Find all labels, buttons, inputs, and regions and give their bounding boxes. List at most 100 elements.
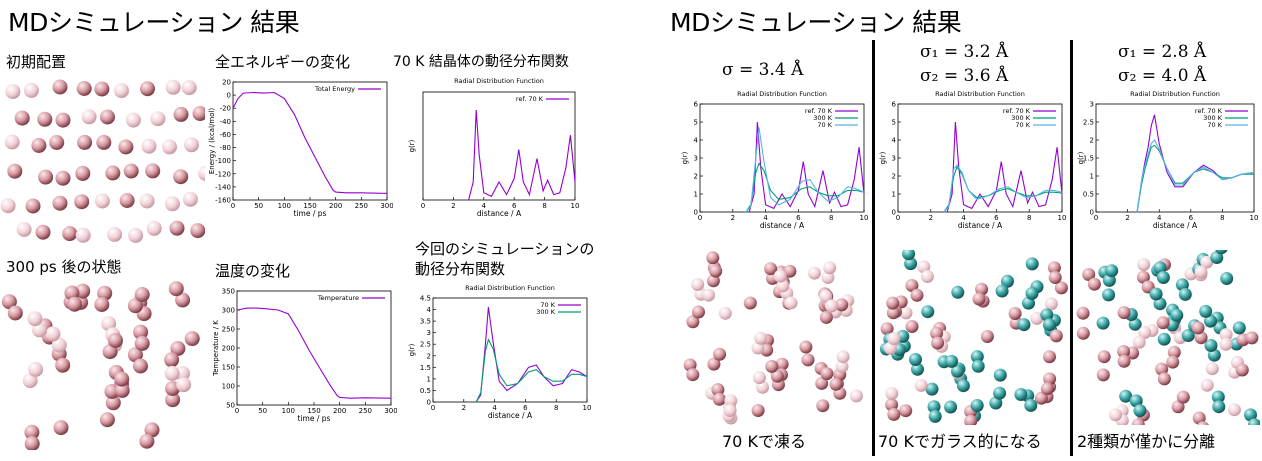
atom [972, 292, 986, 306]
atom [4, 134, 20, 150]
atom [1181, 329, 1195, 342]
atom [94, 297, 110, 312]
atom [55, 357, 71, 373]
x-tick-label: 0 [421, 202, 425, 210]
atom [127, 347, 143, 363]
y-tick-label: -20 [220, 105, 231, 113]
x-tick-label: 2 [462, 404, 466, 412]
atom [99, 412, 115, 428]
atom [162, 139, 177, 155]
atom [706, 251, 720, 265]
y-tick-label: 5 [694, 119, 698, 127]
atom [7, 163, 23, 179]
atom [45, 326, 61, 342]
atom [927, 400, 941, 414]
atom [1025, 257, 1039, 271]
x-tick-label: 8 [1220, 214, 1224, 222]
y-tick-label: 5 [892, 119, 896, 127]
atom [921, 305, 935, 319]
x-tick-label: 250 [359, 407, 372, 415]
y-tick-label: -140 [215, 183, 231, 191]
atom [1194, 265, 1208, 279]
atom [885, 398, 899, 412]
y-tick-label: 300 [222, 307, 235, 315]
atom [1210, 251, 1224, 264]
series-line [1136, 114, 1255, 213]
y-tick-label: 3 [694, 155, 698, 163]
y-tick-label: 0.5 [420, 387, 431, 395]
series-line [1136, 144, 1254, 213]
atom [1137, 258, 1151, 271]
atom [24, 436, 40, 450]
atom [1001, 274, 1014, 288]
x-tick-label: 200 [329, 202, 342, 210]
atom [1, 294, 17, 310]
atom [100, 109, 115, 125]
y-tick-label: -160 [215, 197, 231, 205]
atom [993, 368, 1007, 382]
x-axis-label: distance / A [1153, 221, 1198, 230]
atom [1149, 287, 1163, 301]
y-tick-label: 3.5 [420, 318, 431, 326]
x-tick-label: 0 [235, 407, 239, 415]
atom [1128, 317, 1142, 331]
atom [52, 79, 68, 95]
atom [146, 220, 162, 236]
atom [181, 80, 197, 96]
atom [1082, 268, 1096, 281]
atom [1205, 362, 1219, 376]
atom [169, 220, 185, 236]
atom [165, 196, 180, 212]
atom [807, 266, 821, 280]
x-tick-label: 0 [698, 214, 702, 222]
y-tick-label: 1 [1090, 173, 1094, 181]
atom [686, 315, 700, 329]
atom [145, 163, 161, 179]
x-tick-label: 100 [278, 202, 291, 210]
atom [849, 389, 863, 403]
atom [1131, 418, 1145, 425]
atom [1030, 311, 1044, 325]
atom [108, 332, 123, 348]
atom [1194, 331, 1208, 345]
atom [164, 365, 180, 381]
sigma1-label-b: σ₁ = 3.2 Å [920, 42, 1009, 62]
atom [1049, 329, 1063, 343]
y-tick-label: 250 [222, 326, 235, 334]
atom [1232, 321, 1246, 335]
legend-label: 300 K [813, 114, 832, 122]
atom [114, 83, 129, 99]
atom [835, 360, 849, 373]
atom [836, 350, 850, 364]
atom [114, 371, 130, 387]
x-tick-label: 10 [1250, 214, 1259, 222]
atom [134, 287, 150, 302]
atom [754, 331, 768, 345]
legend-label: 70 K [1015, 121, 1030, 129]
y-tick-label: 1.5 [1083, 155, 1094, 163]
atom [1043, 372, 1057, 386]
legend-label: ref. 70 K [1195, 107, 1223, 115]
x-tick-label: 8 [1027, 214, 1031, 222]
legend-label: Total Energy [314, 85, 355, 93]
atom [905, 279, 919, 292]
atom [904, 257, 918, 271]
atom [22, 373, 38, 389]
atom [1156, 271, 1170, 284]
y-tick-label: 350 [222, 288, 235, 296]
y-axis-label: g(r) [879, 151, 887, 164]
atom [1048, 271, 1062, 284]
atom [724, 394, 738, 408]
y-tick-label: 0 [227, 92, 231, 100]
chart-title: Radial Distribution Function [1130, 90, 1220, 98]
sigma-label-a: σ = 3.4 Å [722, 60, 804, 80]
atom [1204, 314, 1217, 328]
atom [799, 340, 813, 354]
atom [165, 79, 181, 95]
x-tick-label: 0 [1094, 214, 1098, 222]
atom [1096, 316, 1110, 330]
atom [53, 420, 69, 436]
atom [1119, 389, 1133, 403]
atom [820, 367, 834, 381]
atom [951, 285, 965, 299]
